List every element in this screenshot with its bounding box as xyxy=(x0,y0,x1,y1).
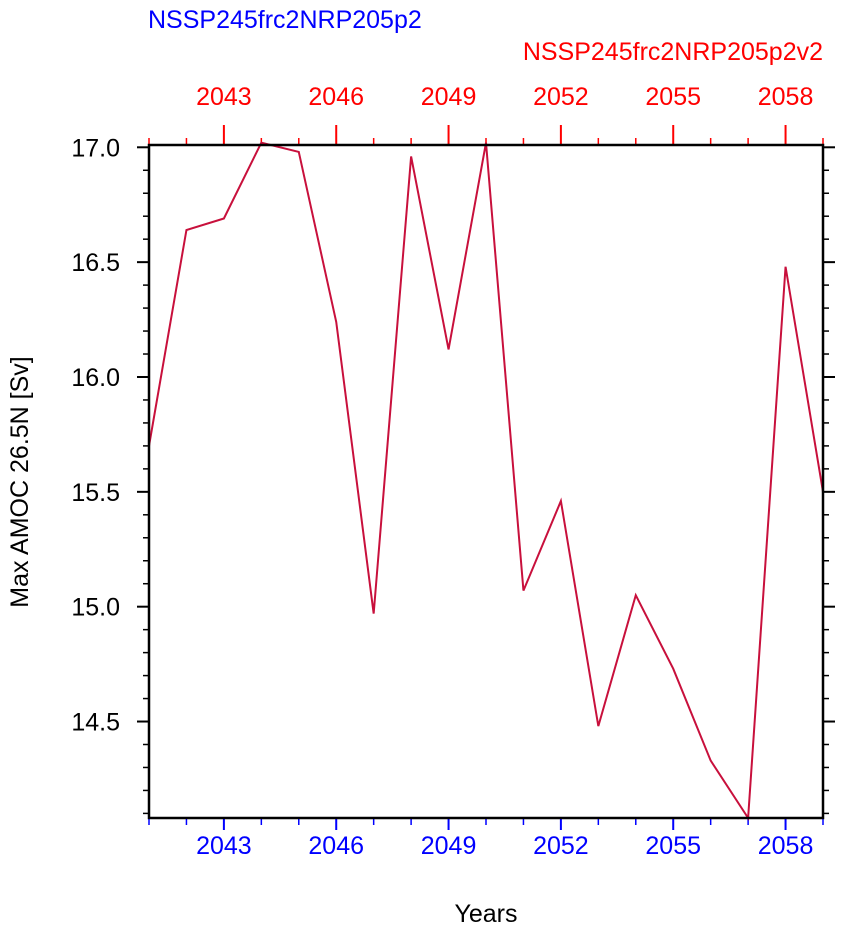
x-axis-label: Years xyxy=(454,900,517,928)
chart-title-right: NSSP245frc2NRP205p2v2 xyxy=(523,38,823,66)
x-tick-label: 2052 xyxy=(533,832,589,860)
x-tick-label-top: 2055 xyxy=(645,83,701,111)
x-tick-label-top: 2043 xyxy=(196,83,252,111)
x-tick-label: 2046 xyxy=(308,832,364,860)
x-tick-label-top: 2052 xyxy=(533,83,589,111)
y-tick-label: 16.5 xyxy=(71,249,120,277)
y-tick-label: 15.5 xyxy=(71,479,120,507)
chart-title-left: NSSP245frc2NRP205p2 xyxy=(148,6,422,34)
x-tick-label: 2049 xyxy=(421,832,477,860)
x-tick-label-top: 2058 xyxy=(758,83,814,111)
y-tick-label: 16.0 xyxy=(71,364,120,392)
y-tick-label: 17.0 xyxy=(71,134,120,162)
x-tick-label: 2058 xyxy=(758,832,814,860)
x-tick-label: 2043 xyxy=(196,832,252,860)
x-tick-label: 2055 xyxy=(645,832,701,860)
x-tick-label-top: 2046 xyxy=(308,83,364,111)
y-axis-label: Max AMOC 26.5N [Sv] xyxy=(6,356,34,607)
x-tick-label-top: 2049 xyxy=(421,83,477,111)
y-tick-label: 14.5 xyxy=(71,709,120,737)
data-line xyxy=(149,141,823,822)
y-tick-label: 15.0 xyxy=(71,594,120,622)
plot-frame xyxy=(147,143,825,820)
